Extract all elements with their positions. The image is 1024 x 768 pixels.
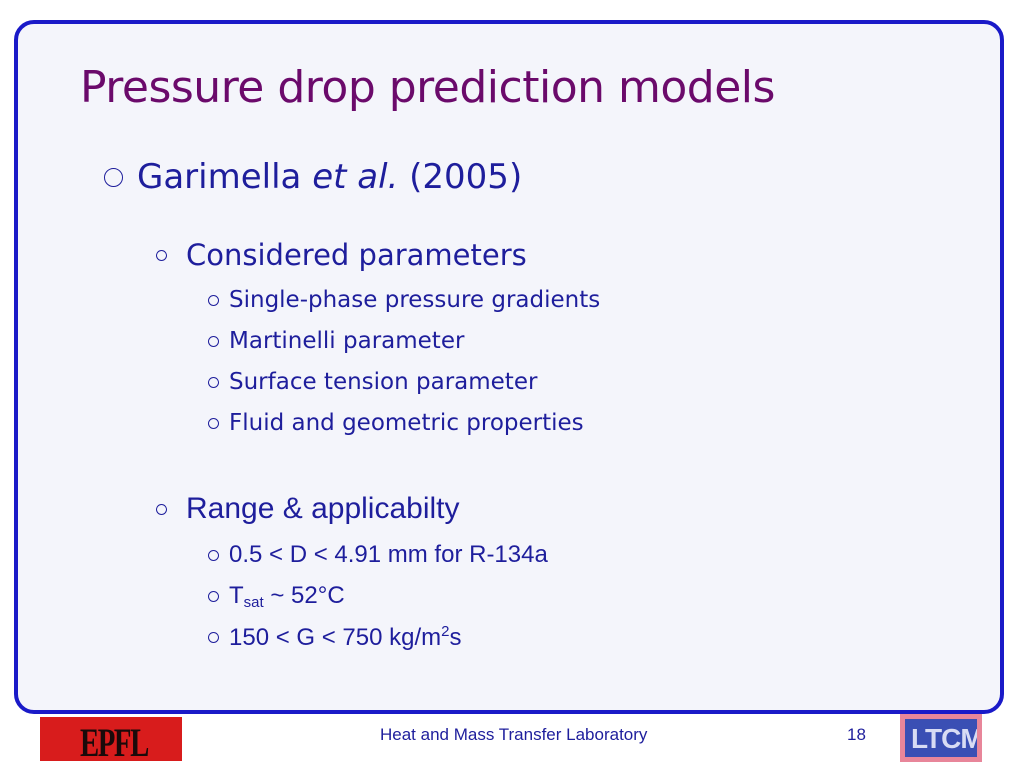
list-item: Fluid and geometric properties	[208, 410, 584, 436]
hollow-circle-bullet-icon	[208, 591, 219, 602]
mass-flux-range: 150 < G < 750 kg/m	[229, 624, 442, 651]
list-item-text: 0.5 < D < 4.91 mm for R-134a	[229, 541, 548, 568]
list-item: 0.5 < D < 4.91 mm for R-134a	[208, 541, 548, 569]
slide-title: Pressure drop prediction models	[80, 62, 775, 113]
mass-flux-unit: s	[449, 624, 462, 651]
hollow-circle-bullet-icon	[208, 632, 219, 643]
list-item-text: 150 < G < 750 kg/m2s	[229, 623, 462, 651]
hollow-circle-bullet-icon	[208, 417, 219, 429]
hollow-circle-bullet-icon	[208, 294, 219, 306]
temperature-value: ~ 52°C	[263, 582, 345, 609]
ltcm-logo: LTCM	[900, 714, 982, 762]
ltcm-logo-inner: LTCM	[905, 719, 977, 757]
section-range-applicability: Range & applicabilty	[156, 492, 460, 526]
epfl-logo: EPFL	[40, 717, 182, 761]
section-heading: Range & applicabilty	[186, 492, 460, 525]
list-item: Single-phase pressure gradients	[208, 287, 600, 313]
year: (2005)	[398, 157, 523, 197]
list-item-text: Surface tension parameter	[229, 369, 538, 395]
list-item: Martinelli parameter	[208, 328, 464, 354]
hollow-circle-bullet-icon	[208, 335, 219, 347]
hollow-circle-bullet-icon	[156, 249, 167, 261]
list-item-text: Tsat ~ 52°C	[229, 582, 345, 611]
temperature-symbol: T	[229, 582, 244, 609]
page-number: 18	[847, 725, 866, 744]
ltcm-logo-text: LTCM	[911, 723, 977, 754]
list-item-text: Martinelli parameter	[229, 328, 465, 354]
list-item-text: Fluid and geometric properties	[229, 410, 584, 436]
epfl-logo-text: EPFL	[80, 720, 149, 761]
list-item: 150 < G < 750 kg/m2s	[208, 623, 461, 652]
superscript-2: 2	[441, 623, 450, 640]
subscript-sat: sat	[243, 594, 264, 611]
list-item-text: Single-phase pressure gradients	[229, 287, 601, 313]
hollow-circle-bullet-icon	[208, 549, 219, 561]
section-considered-parameters: Considered parameters	[156, 238, 527, 272]
slide-frame	[14, 20, 1004, 714]
list-item: Tsat ~ 52°C	[208, 582, 345, 611]
level1-bullet-garimella: Garimella et al. (2005)	[104, 157, 522, 197]
footer-lab-name: Heat and Mass Transfer Laboratory	[380, 725, 648, 744]
et-al: et al.	[312, 157, 399, 197]
hollow-circle-bullet-icon	[156, 503, 167, 515]
list-item: Surface tension parameter	[208, 369, 537, 395]
author-name: Garimella	[137, 157, 313, 197]
section-heading: Considered parameters	[186, 238, 527, 272]
hollow-circle-bullet-icon	[104, 167, 123, 187]
hollow-circle-bullet-icon	[208, 376, 219, 388]
